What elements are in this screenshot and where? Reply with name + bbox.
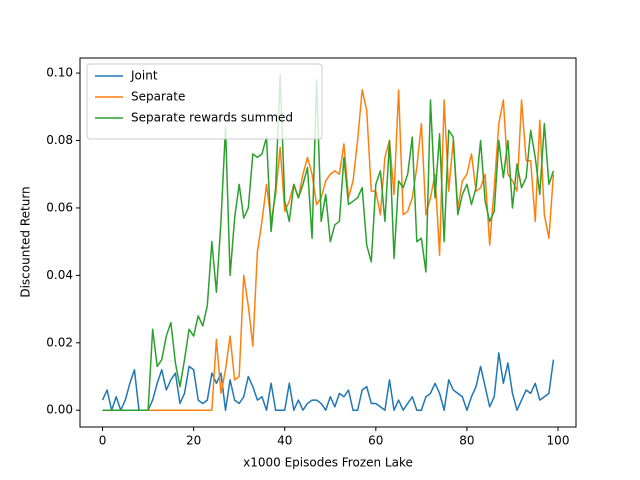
- x-tick-label: 0: [99, 434, 107, 448]
- series-line: [102, 89, 555, 411]
- x-tick-label: 60: [368, 434, 383, 448]
- legend-label: Separate: [131, 90, 185, 104]
- y-tick-label: 0.00: [46, 403, 73, 417]
- y-tick-label: 0.08: [46, 133, 73, 147]
- x-tick-label: 80: [459, 434, 474, 448]
- legend-label: Separate rewards summed: [131, 111, 293, 125]
- plot-frame: [79, 57, 577, 428]
- y-tick-label: 0.02: [46, 335, 73, 349]
- y-tick-label: 0.06: [46, 200, 73, 214]
- x-tick-label: 20: [186, 434, 201, 448]
- y-tick-label: 0.04: [46, 268, 73, 282]
- x-tick-label: 40: [277, 434, 292, 448]
- series-line: [102, 74, 555, 411]
- legend-label: Joint: [130, 69, 158, 83]
- x-tick-label: 100: [547, 434, 570, 448]
- legend-box: [86, 63, 323, 140]
- y-tick-label: 0.10: [46, 66, 73, 80]
- y-axis-label: Discounted Return: [19, 186, 33, 297]
- series-line: [101, 352, 555, 411]
- x-axis-label: x1000 Episodes Frozen Lake: [243, 456, 413, 470]
